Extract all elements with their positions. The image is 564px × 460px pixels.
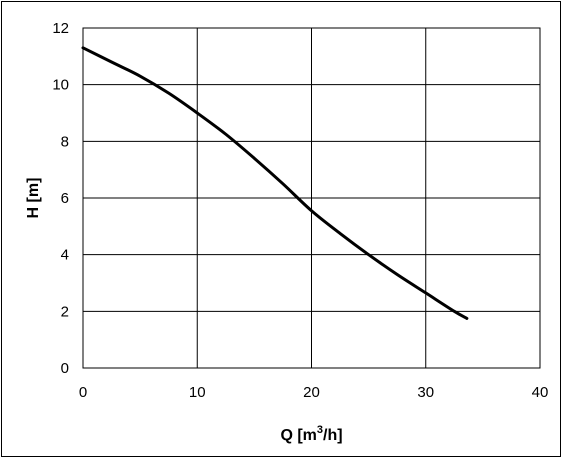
y-axis-label: H [m]: [25, 178, 42, 219]
y-tick-labels: 0 2 4 6 8 10 12: [52, 20, 69, 377]
grid: [82, 27, 541, 369]
x-tick-labels: 0 10 20 30 40: [79, 384, 549, 401]
y-tick-label: 10: [52, 77, 69, 94]
y-tick-label: 8: [61, 133, 69, 150]
y-tick-label: 6: [61, 190, 69, 207]
y-tick-label: 0: [61, 360, 69, 377]
x-tick-label: 40: [532, 384, 549, 401]
plot-area: [82, 27, 541, 369]
x-tick-label: 30: [417, 384, 434, 401]
y-tick-label: 2: [61, 303, 69, 320]
series-line: [81, 46, 469, 320]
y-tick-label: 4: [61, 247, 69, 264]
x-tick-label: 0: [79, 384, 87, 401]
y-tick-label: 12: [52, 20, 69, 37]
x-axis-label: Q [m3/h]: [280, 424, 342, 444]
x-tick-label: 20: [303, 384, 320, 401]
x-tick-label: 10: [189, 384, 206, 401]
